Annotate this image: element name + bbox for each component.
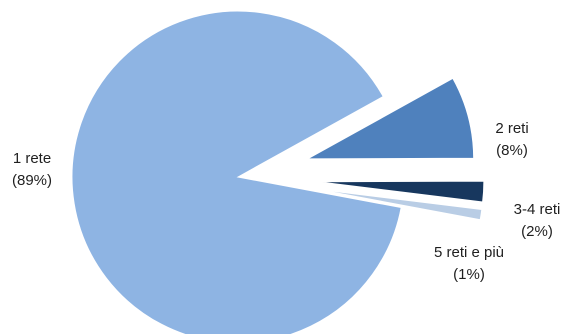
pie-slice-0 xyxy=(71,10,402,334)
slice-label-2: 3-4 reti xyxy=(514,201,561,218)
slice-percent-label-2: (2%) xyxy=(521,223,553,240)
slice-label-3: 5 reti e più xyxy=(434,244,504,261)
slice-label-0: 1 rete xyxy=(13,150,51,167)
slice-percent-label-3: (1%) xyxy=(453,266,485,283)
slice-percent-label-0: (89%) xyxy=(12,172,52,189)
slice-label-1: 2 reti xyxy=(495,120,528,137)
pie-slice-2 xyxy=(317,180,485,203)
pie-slice-3 xyxy=(316,188,483,221)
slice-percent-label-1: (8%) xyxy=(496,142,528,159)
pie-slice-1 xyxy=(307,77,475,160)
